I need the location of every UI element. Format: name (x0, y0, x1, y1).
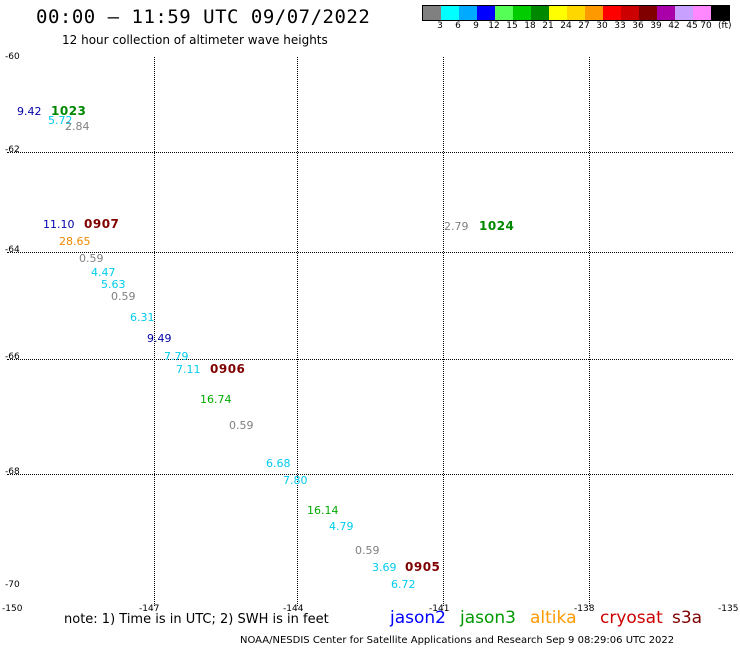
longitude-label: -147 (139, 604, 160, 614)
color-scale-tick: 27 (578, 21, 590, 31)
color-scale-tick: 45 (686, 21, 698, 31)
color-scale-tick: 30 (596, 21, 608, 31)
credit-line: NOAA/NESDIS Center for Satellite Applica… (240, 635, 675, 646)
latitude-label: -66 (5, 352, 20, 362)
color-scale-swatch (513, 6, 531, 20)
color-scale-tick: 15 (506, 21, 518, 31)
map-subtitle: 12 hour collection of altimeter wave hei… (62, 33, 328, 47)
date-label: 0906 (210, 362, 246, 376)
satellite-legend-s3a: s3a (672, 608, 703, 628)
wave-height-value: 7.11 (176, 363, 201, 376)
wave-height-value: 4.47 (91, 266, 116, 279)
color-scale-swatch (477, 6, 495, 20)
satellite-legend-cryosat: cryosat (600, 608, 663, 628)
longitude-gridline (589, 57, 590, 606)
color-scale-swatch (621, 6, 639, 20)
satellite-legend-altika: altika (530, 608, 577, 628)
color-scale-swatch (459, 6, 477, 20)
wave-height-value: 6.68 (266, 457, 291, 470)
latitude-gridline (7, 474, 733, 475)
wave-height-value: 9.42 (17, 105, 42, 118)
color-scale-swatch (423, 6, 441, 20)
wave-height-value: 2.79 (444, 220, 469, 233)
wave-height-value: 28.65 (59, 235, 91, 248)
wave-height-value: 2.84 (65, 120, 90, 133)
date-label: 0907 (84, 217, 120, 231)
wave-height-value: 5.63 (101, 278, 126, 291)
longitude-label: -141 (429, 604, 450, 614)
satellite-legend-jason3: jason3 (460, 608, 516, 628)
color-scale-tick: 6 (455, 21, 461, 31)
latitude-label: -68 (5, 467, 20, 477)
wave-height-value: 0.59 (229, 419, 254, 432)
wave-height-value: 16.74 (200, 393, 232, 406)
wave-height-value: 7.79 (164, 350, 189, 363)
color-scale-tick: 42 (668, 21, 680, 31)
date-label: 0905 (405, 560, 441, 574)
color-scale-tick: 3 (437, 21, 443, 31)
footer-note: note: 1) Time is in UTC; 2) SWH is in fe… (64, 612, 329, 627)
color-scale-tick: 12 (488, 21, 500, 31)
color-scale-swatch (711, 6, 729, 20)
color-scale-tick: 39 (650, 21, 662, 31)
latitude-label: -62 (5, 145, 20, 155)
wave-height-value: 6.31 (130, 311, 155, 324)
color-scale-tick: 24 (560, 21, 572, 31)
wave-height-value: 0.59 (111, 290, 136, 303)
color-scale-swatch (657, 6, 675, 20)
wave-height-value: 5.72 (48, 114, 73, 127)
latitude-label: -64 (5, 245, 20, 255)
color-scale-swatch (603, 6, 621, 20)
color-scale-tick: 70 (700, 21, 712, 31)
wave-height-value: 11.10 (43, 218, 75, 231)
longitude-gridline (297, 57, 298, 606)
longitude-gridline (154, 57, 155, 606)
wave-height-value: 6.72 (391, 578, 416, 591)
latitude-gridline (7, 359, 733, 360)
latitude-label: -60 (5, 52, 20, 62)
longitude-label: -150 (2, 604, 23, 614)
color-scale-unit: (ft) (718, 21, 732, 31)
wave-height-value: 3.69 (372, 561, 397, 574)
latitude-label: -70 (5, 580, 20, 590)
color-scale-swatch (639, 6, 657, 20)
wave-height-value: 4.79 (329, 520, 354, 533)
color-scale-tick: 9 (473, 21, 479, 31)
date-label: 1023 (51, 104, 87, 118)
color-scale-swatch (549, 6, 567, 20)
color-scale-swatch (693, 6, 711, 20)
color-scale-swatch (567, 6, 585, 20)
color-scale-tick: 36 (632, 21, 644, 31)
color-scale-swatch (585, 6, 603, 20)
latitude-gridline (7, 252, 733, 253)
color-scale-swatch (441, 6, 459, 20)
date-label: 1024 (479, 219, 515, 233)
longitude-label: -144 (283, 604, 304, 614)
satellite-legend-jason2: jason2 (390, 608, 446, 628)
longitude-label: -135 (718, 604, 739, 614)
wave-height-value: 0.59 (355, 544, 380, 557)
color-scale-swatch (675, 6, 693, 20)
wave-height-value: 0.59 (79, 252, 104, 265)
color-scale-swatch (495, 6, 513, 20)
color-scale-tick: 18 (524, 21, 536, 31)
latitude-gridline (7, 152, 733, 153)
color-scale-bar (422, 5, 730, 21)
color-scale-tick: 21 (542, 21, 554, 31)
map-title: 00:00 – 11:59 UTC 09/07/2022 (36, 6, 371, 28)
color-scale-swatch (531, 6, 549, 20)
longitude-gridline (443, 57, 444, 606)
wave-height-value: 7.80 (283, 474, 308, 487)
wave-height-value: 16.14 (307, 504, 339, 517)
longitude-label: -138 (574, 604, 595, 614)
wave-height-value: 9.49 (147, 332, 172, 345)
color-scale-tick: 33 (614, 21, 626, 31)
